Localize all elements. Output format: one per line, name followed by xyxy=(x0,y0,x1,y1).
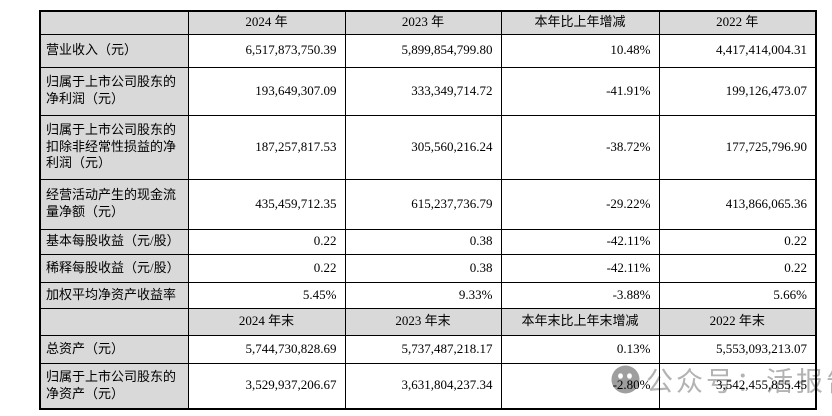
row-label: 归属于上市公司股东的净利润（元） xyxy=(39,66,189,116)
cell-value: 0.13% xyxy=(500,334,660,364)
cell-value: 333,349,714.72 xyxy=(344,66,502,116)
row-label: 基本每股收益（元/股） xyxy=(39,228,189,255)
table-row-net-assets: 归属于上市公司股东的净资产（元） 3,529,937,206.67 3,631,… xyxy=(39,362,817,410)
cell-value: 413,866,065.36 xyxy=(658,178,817,230)
cell-value: 0.38 xyxy=(344,228,502,255)
column-header-blank xyxy=(39,307,189,336)
financial-summary-table: 2024 年 2023 年 本年比上年增减 2022 年 营业收入（元） 6,5… xyxy=(39,10,817,410)
column-header-2023: 2023 年 xyxy=(344,10,502,35)
cell-value: 3,542,455,855.45 xyxy=(658,362,817,410)
cell-value: 5.45% xyxy=(187,281,346,309)
table-row-weighted-avg-roe: 加权平均净资产收益率 5.45% 9.33% -3.88% 5.66% xyxy=(39,281,817,309)
cell-value: 3,631,804,237.34 xyxy=(344,362,502,410)
cell-value: 0.22 xyxy=(187,253,346,283)
cell-value: 6,517,873,750.39 xyxy=(187,33,346,68)
cell-value: -38.72% xyxy=(500,114,660,180)
row-label: 稀释每股收益（元/股） xyxy=(39,253,189,283)
row-label: 经营活动产生的现金流量净额（元） xyxy=(39,178,189,230)
table-row-revenue: 营业收入（元） 6,517,873,750.39 5,899,854,799.8… xyxy=(39,33,817,68)
column-header-yoy-change: 本年比上年增减 xyxy=(500,10,660,35)
cell-value: 193,649,307.09 xyxy=(187,66,346,116)
cell-value: -42.11% xyxy=(500,228,660,255)
table-row-total-assets: 总资产（元） 5,744,730,828.69 5,737,487,218.17… xyxy=(39,334,817,364)
row-label: 加权平均净资产收益率 xyxy=(39,281,189,309)
cell-value: 5,744,730,828.69 xyxy=(187,334,346,364)
table-row-net-profit-excl-nonrecurring: 归属于上市公司股东的扣除非经常性损益的净利润（元） 187,257,817.53… xyxy=(39,114,817,180)
cell-value: 5,553,093,213.07 xyxy=(658,334,817,364)
cell-value: -41.91% xyxy=(500,66,660,116)
cell-value: 0.38 xyxy=(344,253,502,283)
column-header-2024-end: 2024 年末 xyxy=(187,307,346,336)
table-row-operating-cash-flow: 经营活动产生的现金流量净额（元） 435,459,712.35 615,237,… xyxy=(39,178,817,230)
cell-value: 305,560,216.24 xyxy=(344,114,502,180)
cell-value: 187,257,817.53 xyxy=(187,114,346,180)
cell-value: 10.48% xyxy=(500,33,660,68)
column-header-period-end-change: 本年末比上年末增减 xyxy=(500,307,660,336)
cell-value: 5,899,854,799.80 xyxy=(344,33,502,68)
cell-value: 0.22 xyxy=(187,228,346,255)
column-header-2023-end: 2023 年末 xyxy=(344,307,502,336)
table-row-basic-eps: 基本每股收益（元/股） 0.22 0.38 -42.11% 0.22 xyxy=(39,228,817,255)
cell-value: 435,459,712.35 xyxy=(187,178,346,230)
table-row-net-profit: 归属于上市公司股东的净利润（元） 193,649,307.09 333,349,… xyxy=(39,66,817,116)
cell-value: 5,737,487,218.17 xyxy=(344,334,502,364)
cell-value: 177,725,796.90 xyxy=(658,114,817,180)
row-label: 归属于上市公司股东的净资产（元） xyxy=(39,362,189,410)
row-label: 营业收入（元） xyxy=(39,33,189,68)
cell-value: 4,417,414,004.31 xyxy=(658,33,817,68)
row-label: 归属于上市公司股东的扣除非经常性损益的净利润（元） xyxy=(39,114,189,180)
cell-value: -2.80% xyxy=(500,362,660,410)
cell-value: 0.22 xyxy=(658,253,817,283)
table-row-diluted-eps: 稀释每股收益（元/股） 0.22 0.38 -42.11% 0.22 xyxy=(39,253,817,283)
cell-value: -42.11% xyxy=(500,253,660,283)
column-header-blank xyxy=(39,10,189,35)
table-header-row-annual: 2024 年 2023 年 本年比上年增减 2022 年 xyxy=(39,10,817,35)
cell-value: 615,237,736.79 xyxy=(344,178,502,230)
column-header-2024: 2024 年 xyxy=(187,10,346,35)
row-label: 总资产（元） xyxy=(39,334,189,364)
cell-value: -29.22% xyxy=(500,178,660,230)
column-header-2022-end: 2022 年末 xyxy=(658,307,817,336)
table-header-row-period-end: 2024 年末 2023 年末 本年末比上年末增减 2022 年末 xyxy=(39,307,817,336)
cell-value: 199,126,473.07 xyxy=(658,66,817,116)
cell-value: 0.22 xyxy=(658,228,817,255)
cell-value: -3.88% xyxy=(500,281,660,309)
cell-value: 9.33% xyxy=(344,281,502,309)
cell-value: 5.66% xyxy=(658,281,817,309)
column-header-2022: 2022 年 xyxy=(658,10,817,35)
cell-value: 3,529,937,206.67 xyxy=(187,362,346,410)
